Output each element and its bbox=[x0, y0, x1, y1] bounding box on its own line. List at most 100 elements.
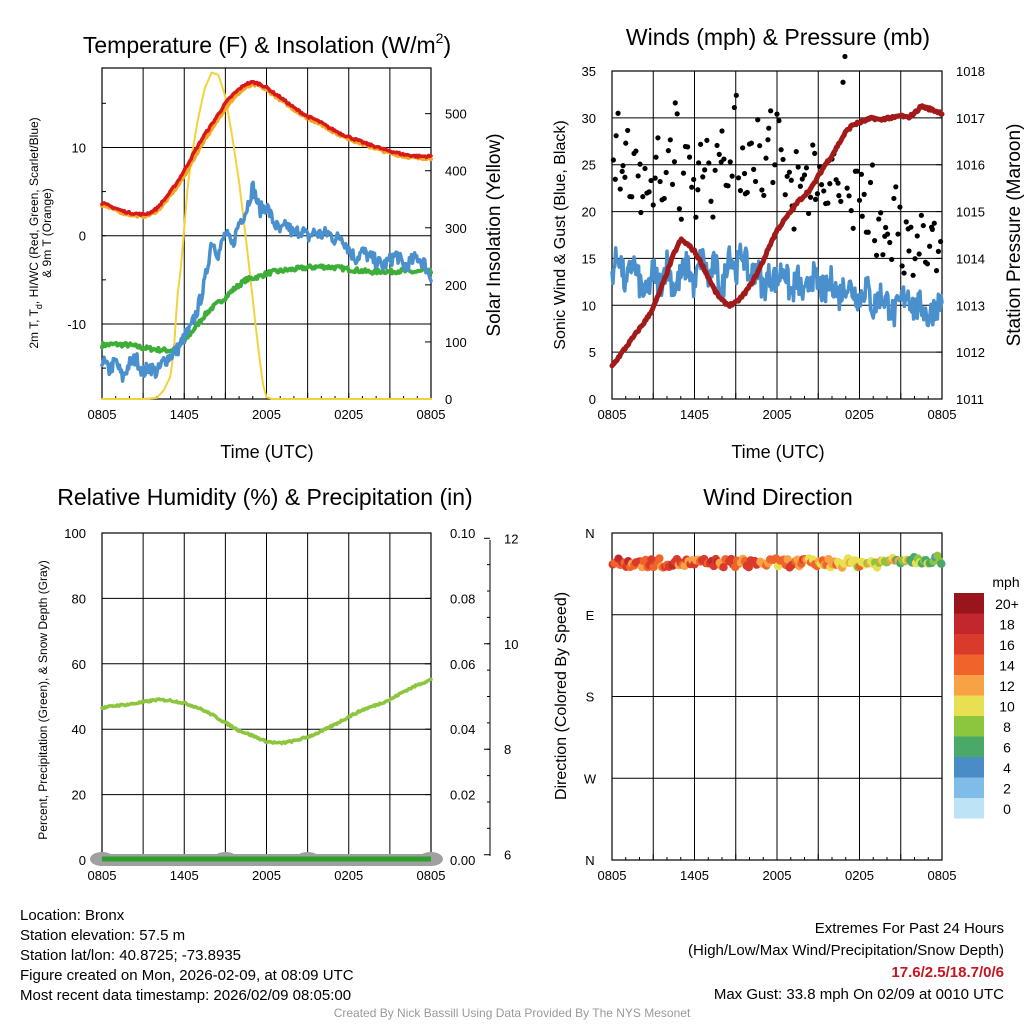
extremes-subtitle: (High/Low/Max Wind/Precipitation/Snow De… bbox=[688, 942, 1004, 959]
gust-point bbox=[850, 225, 856, 231]
dir-ytick-label: S bbox=[586, 690, 595, 705]
gust-point bbox=[759, 187, 765, 193]
gust-point bbox=[757, 143, 763, 149]
dir-panel-xtick-label: 0205 bbox=[845, 868, 874, 883]
gust-point bbox=[731, 104, 737, 111]
gust-point bbox=[795, 164, 801, 170]
gust-point bbox=[613, 133, 619, 139]
gust-point bbox=[880, 252, 886, 258]
gust-point bbox=[661, 195, 667, 202]
dir-ytick-label: N bbox=[585, 853, 594, 868]
wind-ytick-label: 35 bbox=[582, 64, 596, 79]
gust-point bbox=[873, 252, 880, 258]
gust-point bbox=[725, 183, 731, 189]
rh-y2tick-label: 0.06 bbox=[450, 657, 475, 672]
temp-ytick-label: 0 bbox=[79, 229, 86, 244]
gust-point bbox=[615, 110, 621, 116]
gust-point bbox=[719, 128, 725, 134]
rh-ytick-label: 80 bbox=[72, 591, 86, 606]
temp-ytick-label: 10 bbox=[72, 140, 86, 155]
gust-point bbox=[883, 224, 889, 231]
gust-point bbox=[751, 166, 757, 172]
legend-label: 10 bbox=[999, 699, 1015, 715]
location-text: Location: Bronx bbox=[20, 907, 125, 924]
temp-y2tick-label: 500 bbox=[445, 107, 467, 122]
temp-ylabel: 2m T, Td, HI/WC (Red, Green, Scarlet/Blu… bbox=[27, 117, 44, 348]
gust-point bbox=[842, 53, 848, 60]
gust-point bbox=[674, 111, 680, 117]
extremes-title: Extremes For Past 24 Hours bbox=[814, 920, 1004, 937]
gust-point bbox=[869, 162, 876, 168]
rh-ytick-label: 100 bbox=[64, 526, 86, 541]
temp2m-line bbox=[100, 79, 433, 217]
gust-point bbox=[706, 160, 712, 166]
snow-tick-label: 12 bbox=[504, 531, 518, 546]
gust-point bbox=[776, 118, 782, 124]
gust-point bbox=[685, 144, 691, 150]
wind-title: Winds (mph) & Pressure (mb) bbox=[626, 24, 930, 50]
legend-label: 12 bbox=[999, 678, 1015, 694]
temp-title-sup: 2 bbox=[436, 30, 444, 46]
temp-xlabel: Time (UTC) bbox=[220, 442, 313, 462]
wind-panel-xtick-label: 0805 bbox=[928, 407, 957, 422]
gust-point bbox=[667, 137, 673, 143]
gust-point bbox=[933, 268, 940, 274]
gust-point bbox=[637, 161, 643, 167]
gust-point bbox=[903, 219, 909, 225]
gust-point bbox=[708, 198, 714, 204]
gust-point bbox=[696, 160, 702, 166]
gust-point bbox=[899, 263, 905, 269]
gust-point bbox=[733, 92, 739, 98]
temp-y2tick-label: 0 bbox=[445, 392, 452, 407]
temp-panel-xtick-label: 0805 bbox=[417, 407, 446, 422]
gust-point bbox=[652, 175, 658, 181]
gust-point bbox=[712, 167, 718, 173]
gust-point bbox=[721, 156, 727, 162]
temp-title: Temperature (F) & Insolation (W/m2) bbox=[83, 30, 451, 58]
dir-title: Wind Direction bbox=[703, 484, 853, 510]
gust-point bbox=[657, 178, 663, 185]
rh-ytick-label: 60 bbox=[72, 657, 86, 672]
gust-point bbox=[889, 256, 895, 263]
legend-swatch bbox=[954, 634, 984, 655]
gust-point bbox=[737, 187, 744, 194]
gust-point bbox=[678, 216, 684, 222]
wind-ylabel: Sonic Wind & Gust (Blue, Black) bbox=[552, 120, 569, 349]
gust-point bbox=[620, 163, 626, 169]
gust-point bbox=[803, 165, 810, 171]
temp-panel: 0805 1405 2005 0205 0805-1001001002003004005… bbox=[27, 30, 505, 462]
legend-swatch bbox=[954, 675, 984, 696]
snow-tick-label: 10 bbox=[504, 637, 518, 652]
gust-point bbox=[768, 108, 774, 114]
temp-title-end: ) bbox=[443, 32, 451, 58]
gust-point bbox=[810, 142, 816, 148]
gust-point bbox=[633, 148, 639, 154]
gust-point bbox=[770, 179, 776, 186]
wind-speed-line bbox=[610, 242, 944, 328]
wind-y2tick-label: 1012 bbox=[956, 345, 985, 360]
gust-point bbox=[786, 169, 792, 175]
rh-y2tick-label: 0.02 bbox=[450, 788, 475, 803]
gust-point bbox=[622, 174, 628, 180]
dir-ytick-label: W bbox=[584, 771, 597, 786]
gust-point bbox=[650, 202, 656, 208]
gust-point bbox=[801, 172, 808, 178]
gust-point bbox=[646, 189, 652, 195]
gust-point bbox=[778, 147, 784, 153]
dir-ytick-label: E bbox=[586, 608, 595, 623]
gust-point bbox=[835, 180, 841, 186]
legend-label: 6 bbox=[1003, 740, 1011, 756]
gust-point bbox=[812, 150, 818, 156]
wind-y2tick-label: 1014 bbox=[956, 251, 985, 266]
gust-point bbox=[918, 212, 924, 218]
temp-ytick-label: -10 bbox=[67, 317, 86, 332]
gust-point bbox=[782, 192, 788, 198]
rh-title: Relative Humidity (%) & Precipitation (i… bbox=[57, 484, 472, 510]
rh-ytick-label: 0 bbox=[79, 853, 86, 868]
rh-y2tick-label: 0.04 bbox=[450, 722, 475, 737]
gust-point bbox=[669, 181, 676, 187]
rh-panel-xtick-label: 0805 bbox=[417, 868, 446, 883]
gust-point bbox=[895, 231, 901, 237]
wind-y2tick-label: 1015 bbox=[956, 205, 985, 220]
gust-point bbox=[901, 270, 907, 276]
